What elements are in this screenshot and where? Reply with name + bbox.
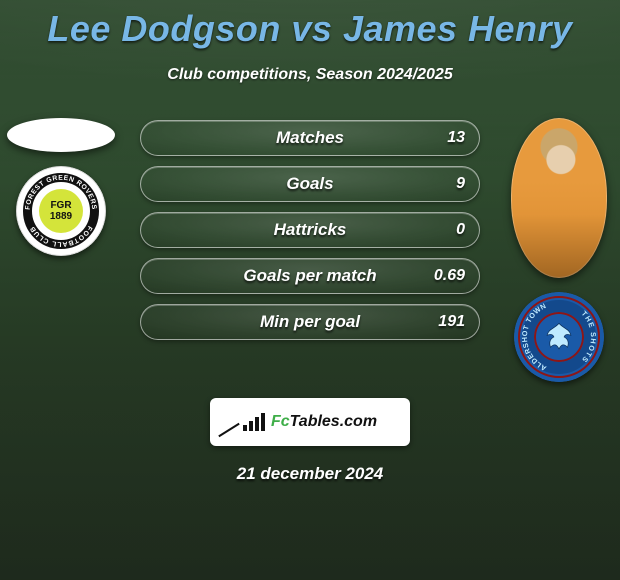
watermark-suffix: Tables.com [290,413,377,430]
stat-label: Matches [276,128,344,148]
club-badge-left: FOREST GREEN ROVERS FOOTBALL CLUB FGR 18… [16,166,106,256]
stat-label: Goals per match [243,266,376,286]
player-photo-right [511,118,607,278]
club-badge-right: ALDERSHOT TOWN THE SHOTS [514,292,604,382]
stat-row: Goals per match 0.69 [140,258,480,294]
subtitle: Club competitions, Season 2024/2025 [0,66,620,84]
bar-icon [243,425,247,431]
infographic: Lee Dodgson vs James Henry Club competit… [0,0,620,580]
stat-right-value: 191 [438,313,465,331]
bar-icon [249,421,253,431]
stat-label: Min per goal [260,312,360,332]
badge-center [540,318,578,356]
page-title: Lee Dodgson vs James Henry [0,0,620,50]
player-photo-left [7,118,115,152]
date: 21 december 2024 [0,464,620,484]
stat-row: Min per goal 191 [140,304,480,340]
badge-center-bottom: 1889 [50,211,72,222]
badge-inner: FGR 1889 [39,189,83,233]
watermark: FcTables.com [210,398,410,446]
svg-text:THE SHOTS: THE SHOTS [580,309,599,365]
watermark-text: FcTables.com [271,413,377,431]
phoenix-icon [542,320,576,354]
stat-right-value: 0.69 [434,267,465,285]
stat-right-value: 9 [456,175,465,193]
badge-ring-right-text: THE SHOTS [580,309,599,365]
right-player-column: ALDERSHOT TOWN THE SHOTS [504,118,614,382]
badge-inner-text: FGR 1889 [50,200,72,222]
badge-center-top: FGR [50,200,72,211]
trend-line-icon [218,423,239,437]
left-player-column: FOREST GREEN ROVERS FOOTBALL CLUB FGR 18… [6,118,116,256]
bar-icon [261,413,265,431]
watermark-bars-icon [243,413,265,431]
stat-row: Goals 9 [140,166,480,202]
stat-label: Goals [286,174,333,194]
stat-label: Hattricks [274,220,347,240]
bar-icon [255,417,259,431]
stat-right-value: 0 [456,221,465,239]
stat-row: Matches 13 [140,120,480,156]
stat-row: Hattricks 0 [140,212,480,248]
watermark-prefix: Fc [271,413,290,430]
stat-right-value: 13 [447,129,465,147]
stats-list: Matches 13 Goals 9 Hattricks 0 Goals per match… [140,120,480,350]
